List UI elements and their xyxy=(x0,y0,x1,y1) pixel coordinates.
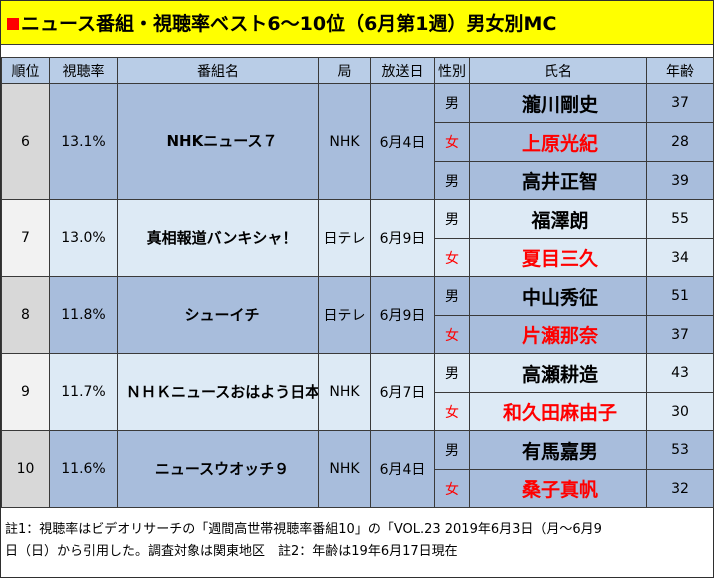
gender-cell: 男 xyxy=(434,430,470,470)
table-row: 女 上原光紀 28 xyxy=(2,122,714,162)
header-age: 年齢 xyxy=(646,57,714,84)
table-row: 10 11.6% ニュースウオッチ９ NHK 6月4日 男 有馬嘉男 53 xyxy=(1,430,714,508)
network-cell: NHK xyxy=(318,430,371,508)
program-cell: 真相報道バンキシャ！ xyxy=(117,199,319,277)
footnote-line-2: 日（日）から引用した。調査対象は関東地区 註2：年齢は19年6月17日現在 xyxy=(5,544,458,559)
gender-cell: 男 xyxy=(434,199,470,239)
table-row: 7 13.0% 真相報道バンキシャ！ 日テレ 6月9日 男 福澤朗 55 xyxy=(1,199,714,277)
gender-cell: 女 xyxy=(434,238,470,277)
airdate-cell: 6月4日 xyxy=(370,83,435,200)
rating-cell: 13.0% xyxy=(49,199,118,277)
table-row: 男 高井正智 39 xyxy=(2,161,714,200)
mc-name-cell: 福澤朗 xyxy=(469,199,647,239)
mc-name-cell: 中山秀征 xyxy=(469,276,647,316)
header-program: 番組名 xyxy=(117,57,319,84)
footnotes: 註1：視聴率はビデオリサーチの「週間高世帯視聴率番組10」の「VOL.23 20… xyxy=(5,519,709,563)
airdate-cell: 6月9日 xyxy=(370,199,435,277)
rank-cell: 6 xyxy=(1,83,50,200)
table-row: 女 桑子真帆 32 xyxy=(2,469,714,508)
mc-name-cell: 夏目三久 xyxy=(469,238,647,277)
mc-name-cell: 上原光紀 xyxy=(469,122,647,162)
title-bar: ニュース番組・視聴率ベスト6〜10位（6月第1週）男女別MC xyxy=(1,1,713,45)
mc-name-cell: 有馬嘉男 xyxy=(469,430,647,470)
header-name: 氏名 xyxy=(469,57,647,84)
gender-cell: 女 xyxy=(434,315,470,354)
header-airdate: 放送日 xyxy=(370,57,435,84)
rank-cell: 9 xyxy=(1,353,50,431)
table-row: 8 11.8% シューイチ 日テレ 6月9日 男 中山秀征 51 xyxy=(1,276,714,354)
mc-name-cell: 片瀬那奈 xyxy=(469,315,647,354)
red-square-icon xyxy=(7,17,19,30)
gender-cell: 男 xyxy=(434,353,470,393)
rating-cell: 11.6% xyxy=(49,430,118,508)
rank-cell: 10 xyxy=(1,430,50,508)
age-cell: 39 xyxy=(646,161,714,200)
header-row: 順位 視聴率 番組名 局 放送日 性別 氏名 年齢 xyxy=(1,57,714,84)
age-cell: 30 xyxy=(646,392,714,431)
table-row: 女 和久田麻由子 30 xyxy=(2,392,714,431)
page-title: ニュース番組・視聴率ベスト6〜10位（6月第1週）男女別MC xyxy=(21,13,557,35)
age-cell: 51 xyxy=(646,276,714,316)
header-rank: 順位 xyxy=(1,57,50,84)
age-cell: 34 xyxy=(646,238,714,277)
table-row: 6 13.1% NHKニュース７ NHK 6月4日 男 瀧川剛史 37 xyxy=(1,83,714,200)
program-cell: ＮＨＫニュースおはよう日本 xyxy=(117,353,319,431)
rating-cell: 11.7% xyxy=(49,353,118,431)
airdate-cell: 6月9日 xyxy=(370,276,435,354)
table-row: 女 夏目三久 34 xyxy=(2,238,714,277)
program-cell: ニュースウオッチ９ xyxy=(117,430,319,508)
airdate-cell: 6月4日 xyxy=(370,430,435,508)
network-cell: 日テレ xyxy=(318,276,371,354)
age-cell: 55 xyxy=(646,199,714,239)
gender-cell: 女 xyxy=(434,392,470,431)
network-cell: NHK xyxy=(318,83,371,200)
gender-cell: 男 xyxy=(434,161,470,200)
table-row: 女 片瀬那奈 37 xyxy=(2,315,714,354)
rank-cell: 7 xyxy=(1,199,50,277)
network-cell: 日テレ xyxy=(318,199,371,277)
age-cell: 43 xyxy=(646,353,714,393)
program-cell: シューイチ xyxy=(117,276,319,354)
ratings-table: 順位 視聴率 番組名 局 放送日 性別 氏名 年齢 6 13.1% NHKニュー… xyxy=(1,57,714,508)
age-cell: 28 xyxy=(646,122,714,162)
age-cell: 37 xyxy=(646,83,714,123)
header-gender: 性別 xyxy=(434,57,470,84)
gender-cell: 男 xyxy=(434,276,470,316)
age-cell: 37 xyxy=(646,315,714,354)
airdate-cell: 6月7日 xyxy=(370,353,435,431)
header-rating: 視聴率 xyxy=(49,57,118,84)
gender-cell: 男 xyxy=(434,83,470,123)
age-cell: 32 xyxy=(646,469,714,508)
header-network: 局 xyxy=(318,57,371,84)
mc-name-cell: 高井正智 xyxy=(469,161,647,200)
mc-name-cell: 高瀬耕造 xyxy=(469,353,647,393)
table-row: 9 11.7% ＮＨＫニュースおはよう日本 NHK 6月7日 男 高瀬耕造 43 xyxy=(1,353,714,431)
program-cell: NHKニュース７ xyxy=(117,83,319,200)
network-cell: NHK xyxy=(318,353,371,431)
mc-name-cell: 瀧川剛史 xyxy=(469,83,647,123)
mc-name-cell: 和久田麻由子 xyxy=(469,392,647,431)
rating-cell: 13.1% xyxy=(49,83,118,200)
rank-cell: 8 xyxy=(1,276,50,354)
footnote-line-1: 註1：視聴率はビデオリサーチの「週間高世帯視聴率番組10」の「VOL.23 20… xyxy=(5,522,602,537)
age-cell: 53 xyxy=(646,430,714,470)
rating-cell: 11.8% xyxy=(49,276,118,354)
gender-cell: 女 xyxy=(434,122,470,162)
mc-name-cell: 桑子真帆 xyxy=(469,469,647,508)
gender-cell: 女 xyxy=(434,469,470,508)
